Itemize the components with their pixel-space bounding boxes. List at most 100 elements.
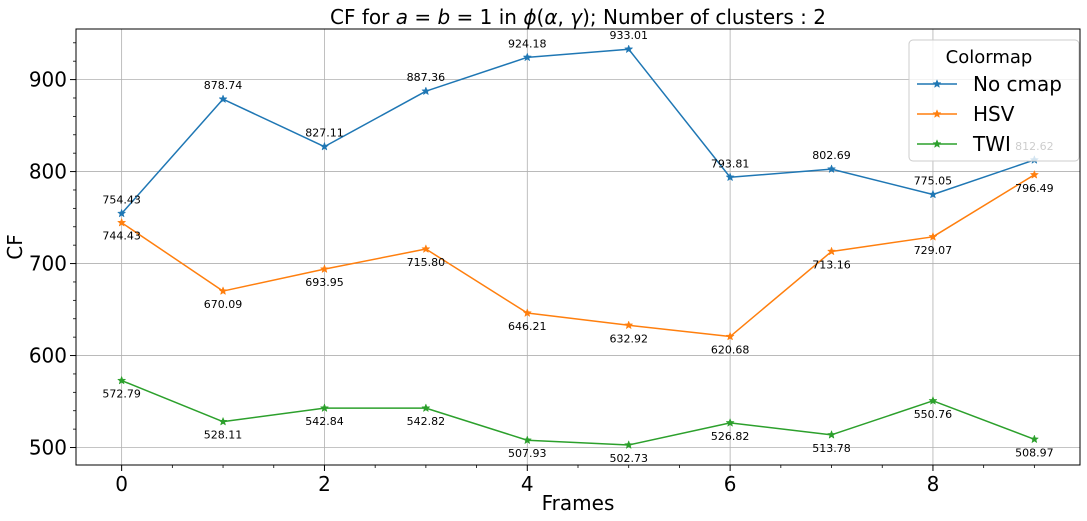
data-point-hsv xyxy=(421,244,431,253)
legend-label: TWI xyxy=(972,132,1011,156)
data-label-hsv: 744.43 xyxy=(102,230,141,243)
title-var-phi: ϕ xyxy=(523,5,536,29)
data-point-hsv xyxy=(319,264,330,274)
axes-layer: 0 2 4 6 8 500 600 700 800 900 xyxy=(29,28,1081,496)
legend-label: HSV xyxy=(973,102,1015,126)
y-tick-label: 800 xyxy=(29,160,67,184)
y-tick-label: 900 xyxy=(29,68,67,92)
title-open: ( xyxy=(537,5,545,29)
data-label-hsv: 632.92 xyxy=(609,332,648,345)
grid-layer xyxy=(76,29,1080,465)
data-point-twi xyxy=(116,375,127,385)
data-point-no-cmap xyxy=(725,172,735,182)
data-point-twi xyxy=(522,435,532,445)
data-point-twi xyxy=(421,403,431,413)
y-tick-label: 500 xyxy=(29,436,67,460)
data-point-no-cmap xyxy=(928,189,938,199)
data-label-no-cmap: 793.81 xyxy=(711,157,750,170)
data-label-twi: 502.73 xyxy=(609,452,648,465)
data-point-twi xyxy=(218,416,228,426)
x-tick-label: 2 xyxy=(318,472,331,496)
legend-item-twi: TWI xyxy=(917,132,1011,156)
data-point-hsv xyxy=(116,217,127,227)
legend: Colormap No cmap HSV TWI xyxy=(908,39,1080,162)
data-label-no-cmap: 827.11 xyxy=(305,127,344,140)
data-label-hsv: 715.80 xyxy=(407,256,446,269)
data-point-hsv xyxy=(218,286,228,296)
data-point-hsv xyxy=(522,308,532,317)
data-label-hsv: 646.21 xyxy=(508,320,547,333)
data-point-hsv xyxy=(1029,169,1040,179)
title-prefix: CF for xyxy=(330,5,396,29)
data-label-twi: 528.11 xyxy=(204,429,243,442)
data-label-twi: 513.78 xyxy=(812,442,851,455)
data-point-no-cmap xyxy=(522,52,532,62)
title-var-gamma: γ xyxy=(570,5,583,29)
data-point-twi xyxy=(624,440,634,449)
legend-swatch-marker xyxy=(932,109,942,118)
series-line-no-cmap xyxy=(121,48,1035,214)
chart-title: CF for a = b = 1 in ϕ(α, γ); Number of c… xyxy=(330,5,826,29)
legend-swatch-marker xyxy=(932,79,942,88)
data-point-no-cmap xyxy=(826,164,837,174)
data-label-twi: 508.97 xyxy=(1015,446,1054,459)
x-tick-label: 0 xyxy=(115,472,128,496)
x-tick-label: 8 xyxy=(927,472,940,496)
data-label-no-cmap: 933.01 xyxy=(609,29,648,42)
legend-item-no-cmap: No cmap xyxy=(917,72,1062,96)
legend-label: No cmap xyxy=(973,72,1062,96)
data-label-no-cmap: 924.18 xyxy=(508,37,547,50)
series-layer xyxy=(116,44,1040,449)
data-label-no-cmap: 754.43 xyxy=(102,193,141,206)
y-tick-label: 600 xyxy=(29,344,67,368)
series-line-hsv xyxy=(121,174,1035,338)
data-labels-layer: 754.43 878.74 827.11 887.36 924.18 933.01 793.… xyxy=(102,29,1053,465)
series-line-twi xyxy=(121,379,1035,446)
x-axis-label: Frames xyxy=(542,491,615,515)
data-point-no-cmap xyxy=(116,208,127,218)
data-label-hsv: 729.07 xyxy=(914,244,953,257)
data-point-no-cmap xyxy=(421,86,431,96)
data-label-no-cmap: 802.69 xyxy=(812,149,851,162)
data-label-hsv: 693.95 xyxy=(305,276,344,289)
y-tick-label: 700 xyxy=(29,252,67,276)
title-eq1: = xyxy=(408,5,437,29)
data-point-hsv xyxy=(826,246,837,256)
legend-item-hsv: HSV xyxy=(917,102,1015,126)
legend-items: No cmap HSV TWI xyxy=(917,72,1062,156)
title-var-a: a xyxy=(396,5,408,29)
legend-frame xyxy=(908,39,1080,162)
data-label-no-cmap: 887.36 xyxy=(407,71,446,84)
data-label-hsv: 670.09 xyxy=(204,298,243,311)
data-label-hsv: 713.16 xyxy=(812,258,851,271)
legend-swatch-marker xyxy=(932,139,942,148)
data-label-hsv: 620.68 xyxy=(711,344,750,357)
data-label-hsv: 796.49 xyxy=(1015,182,1054,195)
title-suffix: ); Number of clusters : 2 xyxy=(582,5,826,29)
data-label-twi: 572.79 xyxy=(102,388,141,401)
data-point-no-cmap xyxy=(319,141,330,151)
title-comma: , xyxy=(558,5,571,29)
data-label-twi: 542.84 xyxy=(305,415,344,428)
title-eq2: = 1 in xyxy=(450,5,523,29)
data-point-hsv xyxy=(928,231,938,241)
data-label-twi: 507.93 xyxy=(508,447,547,460)
title-var-alpha: α xyxy=(544,5,557,29)
data-label-twi: 542.82 xyxy=(407,415,446,428)
data-point-twi xyxy=(1029,434,1040,444)
x-tick-label: 4 xyxy=(521,472,534,496)
data-point-hsv xyxy=(624,320,634,330)
data-point-twi xyxy=(928,395,938,405)
data-point-no-cmap xyxy=(624,44,634,54)
data-point-hsv xyxy=(725,331,735,341)
legend-title: Colormap xyxy=(946,47,1033,68)
data-label-no-cmap: 878.74 xyxy=(204,79,243,92)
data-point-twi xyxy=(826,429,837,439)
data-label-no-cmap: 775.05 xyxy=(914,175,953,188)
x-tick-label: 6 xyxy=(724,472,737,496)
y-axis-label: CF xyxy=(3,234,27,259)
data-point-twi xyxy=(319,403,330,413)
data-label-twi: 526.82 xyxy=(711,430,750,443)
